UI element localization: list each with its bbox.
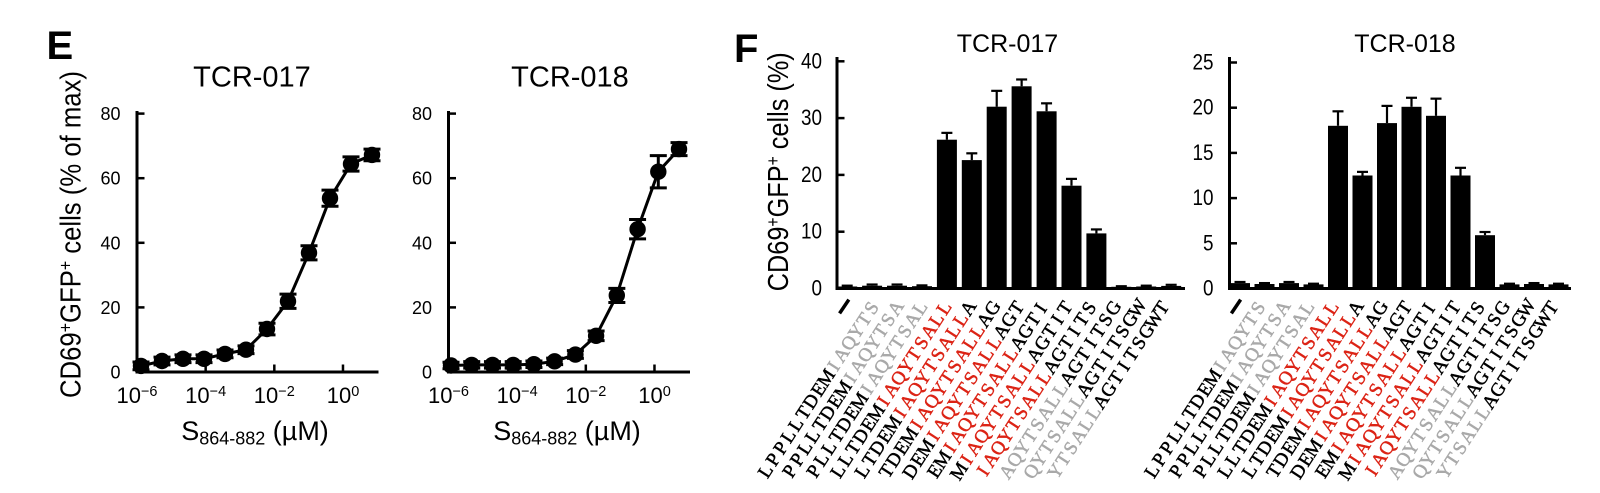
svg-text:E: E (47, 24, 74, 68)
svg-text:CD69+GFP+ cells (%): CD69+GFP+ cells (%) (763, 52, 795, 291)
svg-text:5: 5 (1203, 230, 1214, 255)
svg-text:20: 20 (100, 298, 120, 318)
svg-text:80: 80 (412, 104, 432, 124)
svg-text:25: 25 (1193, 50, 1214, 75)
svg-text:15: 15 (1193, 140, 1214, 165)
svg-text:10: 10 (1193, 185, 1214, 210)
svg-text:10: 10 (801, 219, 822, 244)
svg-text:TCR-018: TCR-018 (1354, 30, 1455, 58)
svg-text:TCR-017: TCR-017 (957, 30, 1058, 58)
svg-text:60: 60 (412, 169, 432, 189)
svg-text:0: 0 (110, 363, 120, 383)
svg-text:0: 0 (1203, 276, 1214, 301)
svg-text:60: 60 (100, 169, 120, 189)
svg-text:30: 30 (801, 105, 822, 130)
svg-text:40: 40 (100, 233, 120, 253)
svg-text:10−2: 10−2 (565, 383, 606, 408)
svg-text:TCR-018: TCR-018 (511, 62, 629, 94)
svg-text:20: 20 (412, 298, 432, 318)
svg-text:TCR-017: TCR-017 (193, 62, 311, 94)
svg-text:20: 20 (1193, 95, 1214, 120)
svg-text:80: 80 (100, 104, 120, 124)
svg-text:CD69+GFP+ cells (% of max): CD69+GFP+ cells (% of max) (56, 71, 88, 398)
svg-text:0: 0 (812, 276, 823, 301)
svg-text:40: 40 (412, 233, 432, 253)
svg-text:0: 0 (422, 363, 432, 383)
svg-text:20: 20 (801, 162, 822, 187)
svg-text:40: 40 (801, 48, 822, 73)
svg-text:F: F (734, 27, 758, 71)
